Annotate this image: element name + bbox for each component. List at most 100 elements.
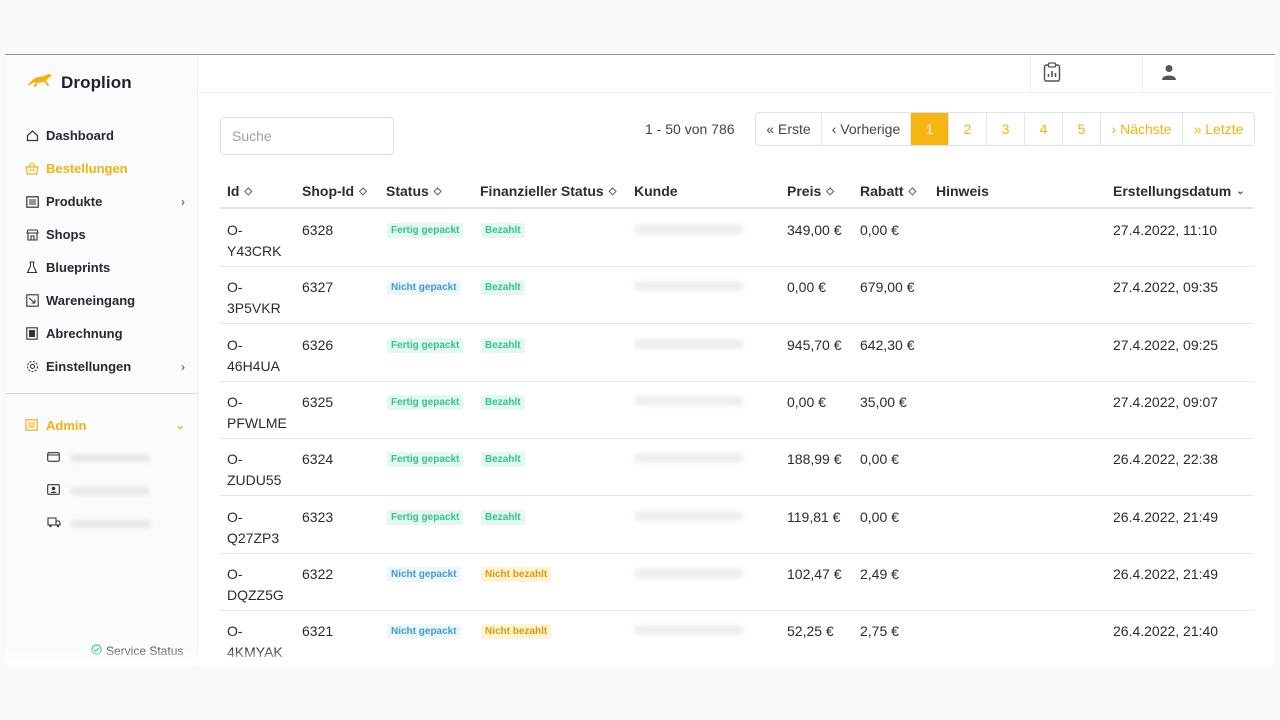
financial-status-badge: Bezahlt [481,394,525,410]
chevron-right-icon: › [181,194,185,209]
page-button-4[interactable]: 4 [1025,113,1063,145]
discount: 0,00 € [860,222,899,238]
price: 119,81 € [787,508,841,525]
page-button-3[interactable]: 3 [987,113,1025,145]
table-row[interactable]: O- 3P5VKR 6327 Nicht gepackt Bezahlt 0,00 € 67… [220,267,1253,325]
sidebar-item-label: Wareneingang [46,293,136,308]
order-id[interactable]: O- DQZZ5G [227,565,284,603]
sidebar-item-wareneingang[interactable]: Wareneingang [25,284,185,317]
sort-icon: ◇ [608,185,617,197]
order-id[interactable]: O- 46H4UA [227,336,280,374]
pagination-info: 1 - 50 von 786 [645,121,735,137]
service-status-link[interactable]: Service Status [91,644,183,658]
discount: 679,00 € [860,279,915,296]
customer-redacted [634,224,744,234]
column-header-price[interactable]: Preis ◇ [787,183,834,199]
page-next-button[interactable]: › Nächste [1101,113,1183,145]
status-badge: Nicht gepackt [387,624,461,640]
shop-id: 6321 [302,623,334,640]
created-date: 27.4.2022, 11:10 [1113,222,1218,238]
home-icon [25,129,39,143]
service-status-label: Service Status [106,644,184,658]
admin-sub-item-3[interactable] [25,507,185,540]
column-header-customer: Kunde [634,183,678,199]
discount: 2,49 € [860,565,899,582]
table-row[interactable]: O- Y43CRK 6328 Fertig gepackt Bezahlt 349,00 … [220,210,1253,267]
sort-icon: ◇ [826,185,834,197]
column-header-shop-id[interactable]: Shop-Id ◇ [302,183,367,199]
store-icon [25,228,39,242]
page-last-button[interactable]: » Letzte [1193,121,1244,137]
droplion-logo-icon [25,71,53,94]
order-id[interactable]: O- Q27ZP3 [227,508,280,546]
order-id[interactable]: O- ZUDU55 [227,451,282,489]
discount: 642,30 € [860,336,915,353]
sidebar-item-label: Produkte [46,194,103,209]
table-row[interactable]: O- Q27ZP3 6323 Fertig gepackt Bezahlt 119,81 … [220,497,1253,554]
mail-icon [47,449,60,467]
page-button-1[interactable]: 1 [911,113,949,145]
created-date: 26.4.2022, 22:38 [1113,451,1219,468]
column-header-financial-status[interactable]: Finanzieller Status ◇ [480,183,617,199]
order-id[interactable]: O- 4KMYAK [227,623,283,661]
reports-button[interactable] [1030,55,1142,93]
admin-toggle[interactable]: Admin ⌄ [25,409,185,441]
table-row[interactable]: O- PFWLME 6325 Fertig gepackt Bezahlt 0,00 € 3… [220,382,1253,439]
financial-status-badge: Bezahlt [481,509,525,525]
sidebar-item-blueprints[interactable]: Blueprints [25,251,185,284]
column-header-status[interactable]: Status ◇ [386,183,442,199]
column-header-id[interactable]: Id ◇ [227,183,253,199]
customer-redacted [634,453,744,464]
order-id[interactable]: O- PFWLME [227,393,287,431]
page-prev-button[interactable]: ‹ Vorherige [822,113,911,145]
admin-label: Admin [46,417,87,433]
sidebar-item-abrechnung[interactable]: Abrechnung [25,317,185,350]
sidebar-item-label: Abrechnung [46,326,123,341]
redacted-label [71,519,151,528]
column-header-discount[interactable]: Rabatt ◇ [860,183,917,199]
status-badge: Nicht gepackt [387,280,461,296]
sidebar-item-einstellungen[interactable]: Einstellungen › [25,350,185,383]
sidebar-item-label: Blueprints [46,260,111,275]
page-button-2[interactable]: 2 [949,113,987,145]
column-header-created-date[interactable]: Erstellungsdatum ⌄ [1113,183,1245,199]
check-circle-icon [91,644,102,658]
redacted-label [70,486,150,495]
table-row[interactable]: O- ZUDU55 6324 Fertig gepackt Bezahlt 188,99 … [220,439,1253,497]
price: 102,47 € [787,565,842,582]
shop-id: 6324 [302,451,334,468]
customer-redacted [634,510,744,521]
chevron-right-icon: › [181,359,185,374]
table-row[interactable]: O- 46H4UA 6326 Fertig gepackt Bezahlt 945,70 … [220,325,1253,382]
sidebar-item-label: Shops [46,227,86,242]
financial-status-badge: Bezahlt [481,280,525,296]
search-input[interactable] [220,117,394,155]
sidebar-item-dashboard[interactable]: Dashboard [25,119,185,152]
sidebar-item-bestellungen[interactable]: Bestellungen [25,152,185,185]
column-header-note: Hinweis [936,183,989,199]
order-id[interactable]: O- Y43CRK [227,222,282,259]
brand[interactable]: Droplion [25,71,132,94]
customer-redacted [634,625,744,636]
sort-icon: ◇ [908,185,917,197]
page-first-button[interactable]: « Erste [756,113,822,145]
redacted-label [70,453,150,462]
financial-status-badge: Bezahlt [481,223,525,238]
sidebar-item-shops[interactable]: Shops [25,218,185,251]
price: 0,00 € [787,393,826,410]
customer-redacted [634,338,744,349]
sidebar-item-produkte[interactable]: Produkte › [25,185,185,218]
admin-sub-item-1[interactable] [25,441,185,474]
admin-sub-item-2[interactable] [25,474,185,507]
table-row[interactable]: O- DQZZ5G 6322 Nicht gepackt Nicht bezahlt 10… [220,554,1253,611]
order-id[interactable]: O- 3P5VKR [227,279,281,317]
user-menu-button[interactable] [1142,55,1254,93]
table-row[interactable]: O- 4KMYAK 6321 Nicht gepackt Nicht bezahlt 52… [220,611,1253,666]
page-button-5[interactable]: 5 [1063,113,1101,145]
discount: 0,00 € [860,451,899,468]
top-bar [198,55,1275,93]
created-date: 26.4.2022, 21:49 [1113,508,1219,525]
user-card-icon [47,482,60,500]
discount: 35,00 € [860,393,907,410]
created-date: 26.4.2022, 21:49 [1113,565,1219,582]
